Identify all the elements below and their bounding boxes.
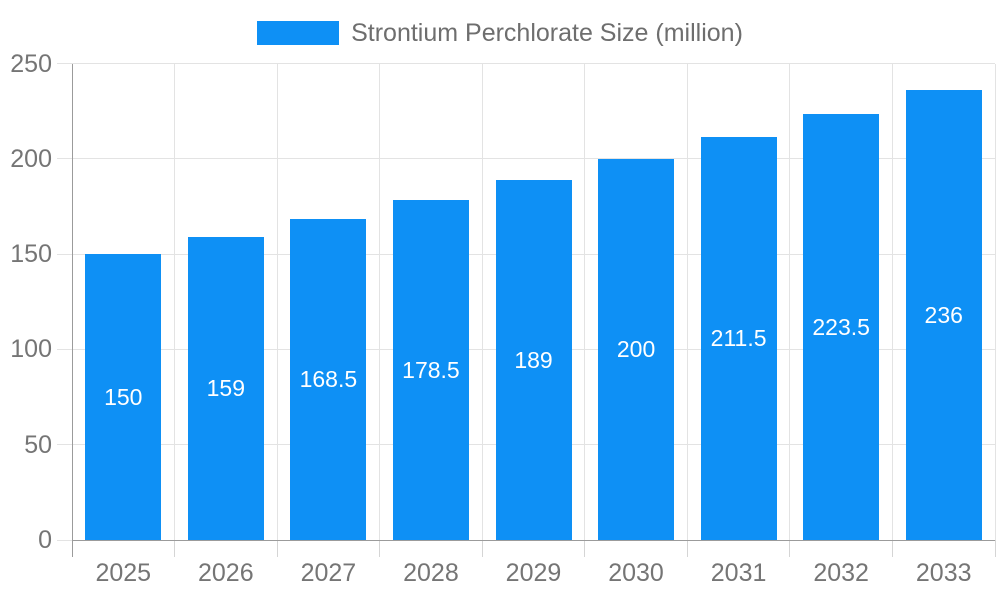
legend-label: Strontium Perchlorate Size (million) <box>351 19 743 47</box>
bar-value-label: 236 <box>924 302 963 329</box>
x-axis-tick <box>481 540 483 557</box>
bar <box>187 236 264 540</box>
bar-value-label: 159 <box>206 375 246 402</box>
x-gridline <box>994 63 996 540</box>
x-gridline <box>481 63 483 540</box>
x-axis-tick-label: 2033 <box>915 559 972 587</box>
x-axis-tick <box>994 540 996 557</box>
x-axis-tick <box>379 540 381 557</box>
x-axis-tick <box>789 540 791 557</box>
y-gridline <box>57 158 995 160</box>
bar <box>700 136 777 540</box>
x-gridline <box>686 63 688 540</box>
y-axis-line <box>71 63 73 557</box>
x-axis-tick <box>891 540 893 557</box>
bar <box>290 218 367 540</box>
bar <box>598 158 675 540</box>
bar-value-label: 150 <box>104 384 143 411</box>
y-axis-tick-label: 250 <box>10 49 52 78</box>
x-axis-tick <box>686 540 688 557</box>
y-gridline <box>57 63 995 64</box>
x-axis-tick-label: 2028 <box>403 559 459 587</box>
bar-value-label: 223.5 <box>812 314 870 340</box>
legend-item[interactable]: Strontium Perchlorate Size (million) <box>0 14 1000 52</box>
bar <box>85 254 162 540</box>
x-axis-tick-label: 2031 <box>710 559 767 587</box>
y-zero-tick <box>57 539 72 541</box>
bar-value-label: 168.5 <box>299 366 358 393</box>
bar <box>495 179 572 540</box>
x-axis-tick-label: 2025 <box>95 559 152 587</box>
x-axis-tick <box>584 540 586 557</box>
x-gridline <box>789 63 791 540</box>
x-axis-tick-label: 2027 <box>300 559 357 587</box>
x-axis-tick-label: 2030 <box>608 559 664 587</box>
legend-swatch <box>257 21 340 45</box>
bar <box>905 90 982 540</box>
x-axis-tick-label: 2029 <box>505 559 562 587</box>
x-gridline <box>174 63 176 540</box>
x-gridline <box>379 63 381 540</box>
bar-value-label: 200 <box>616 336 656 363</box>
x-axis-tick-label: 2032 <box>813 559 869 587</box>
bar-value-label: 211.5 <box>710 325 767 352</box>
x-axis-tick <box>276 540 278 557</box>
y-axis-tick-label: 0 <box>38 526 52 554</box>
x-axis-line <box>72 539 995 541</box>
x-axis-tick-label: 2026 <box>198 559 254 587</box>
bar-value-label: 189 <box>514 346 553 373</box>
x-gridline <box>584 63 586 540</box>
bar-value-label: 178.5 <box>402 356 460 383</box>
x-axis-tick <box>174 540 176 557</box>
y-axis-tick-label: 150 <box>10 240 52 269</box>
y-axis-tick-label: 50 <box>24 430 52 459</box>
x-gridline <box>891 63 893 540</box>
y-axis-tick-label: 200 <box>10 144 52 173</box>
y-axis-tick-label: 100 <box>10 335 52 364</box>
bar <box>803 114 880 540</box>
x-gridline <box>276 63 278 540</box>
bar <box>392 199 469 540</box>
